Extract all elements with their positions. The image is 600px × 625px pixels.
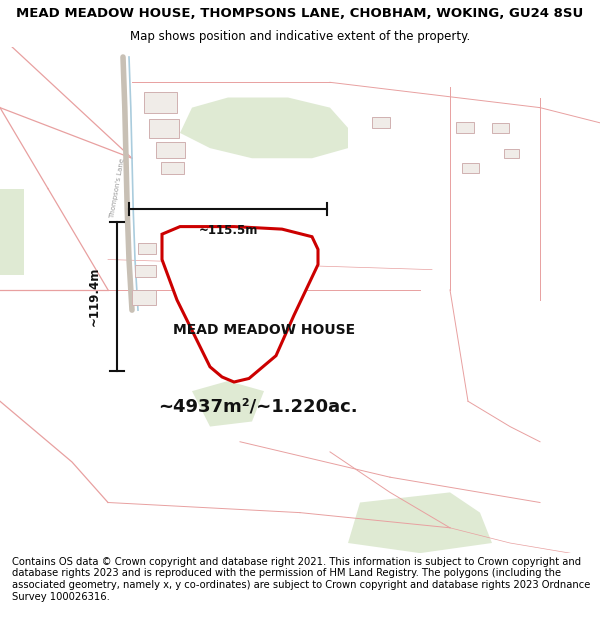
Bar (504, 149, 519, 158)
Polygon shape (180, 98, 348, 158)
Bar (156, 142, 185, 158)
Text: ~115.5m: ~115.5m (199, 224, 257, 237)
Text: Thompson's Lane: Thompson's Lane (109, 158, 125, 219)
Polygon shape (0, 189, 24, 275)
Text: Contains OS data © Crown copyright and database right 2021. This information is : Contains OS data © Crown copyright and d… (12, 557, 590, 601)
Bar (204, 227, 222, 239)
Bar (237, 259, 254, 269)
Bar (372, 117, 390, 128)
Bar (135, 264, 156, 278)
Text: ~119.4m: ~119.4m (88, 266, 101, 326)
Polygon shape (192, 381, 264, 426)
Bar (456, 122, 474, 133)
Bar (132, 290, 156, 305)
Bar (144, 92, 177, 112)
Polygon shape (348, 492, 492, 553)
Text: ~4937m²/~1.220ac.: ~4937m²/~1.220ac. (158, 398, 358, 415)
Text: MEAD MEADOW HOUSE, THOMPSONS LANE, CHOBHAM, WOKING, GU24 8SU: MEAD MEADOW HOUSE, THOMPSONS LANE, CHOBH… (16, 7, 584, 19)
Polygon shape (162, 227, 318, 382)
Bar (138, 243, 156, 254)
Bar (462, 163, 479, 173)
Bar (252, 295, 267, 305)
Bar (161, 162, 184, 174)
Text: Map shows position and indicative extent of the property.: Map shows position and indicative extent… (130, 30, 470, 43)
Bar (492, 122, 509, 133)
Bar (149, 119, 179, 138)
Text: MEAD MEADOW HOUSE: MEAD MEADOW HOUSE (173, 323, 355, 338)
